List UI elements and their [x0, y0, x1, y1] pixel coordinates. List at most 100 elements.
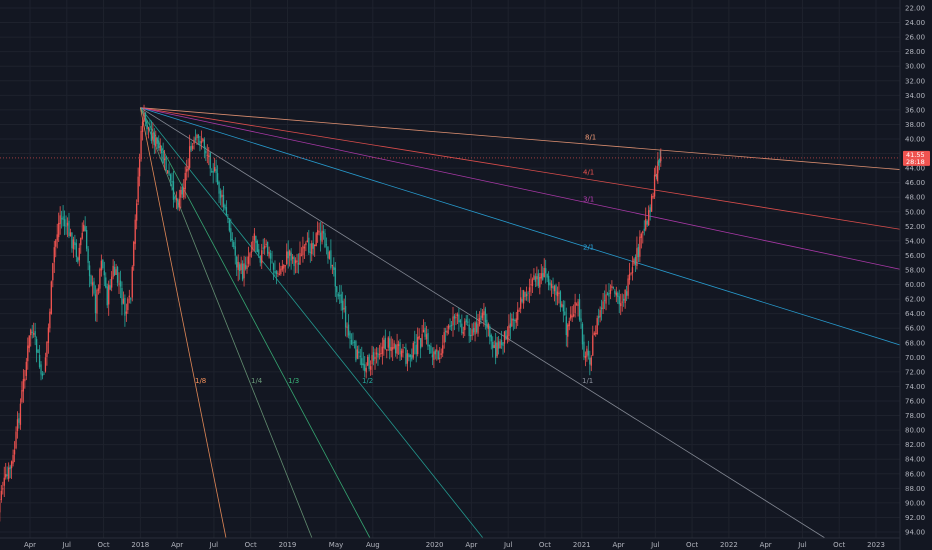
candle-body	[599, 310, 601, 318]
candle-body	[649, 207, 651, 213]
candle-body	[158, 141, 160, 148]
candle-body	[34, 331, 36, 337]
y-tick-label: 90.00	[905, 499, 925, 507]
candle-body	[149, 128, 151, 130]
candle-body	[387, 337, 389, 348]
candle-body	[577, 301, 579, 307]
candle-body	[386, 349, 388, 351]
candle-body	[74, 241, 76, 246]
candle-body	[9, 466, 11, 470]
candle-body	[624, 289, 626, 304]
candle-body	[265, 243, 267, 245]
candle-body	[93, 281, 95, 294]
candle-body	[52, 263, 54, 281]
candle-body	[280, 268, 282, 275]
candle-body	[180, 189, 182, 198]
gann-fan-line[interactable]	[139, 107, 371, 539]
price-axis[interactable]: 22.00 24.00 26.00 28.00 30.00 32.00 34.00 36.00…	[899, 0, 932, 550]
candle-body	[340, 294, 342, 304]
candle-body	[91, 282, 94, 286]
candle-body	[405, 347, 407, 365]
candle-body	[472, 327, 475, 333]
candle-body	[293, 257, 295, 267]
candle-body	[37, 349, 39, 353]
candle-body	[253, 233, 256, 241]
candle-body	[311, 243, 313, 255]
candle-body	[421, 334, 423, 347]
gann-fan-line[interactable]	[140, 107, 826, 539]
y-tick-label: 66.00	[905, 325, 925, 333]
candle-body	[88, 265, 91, 277]
gann-fan-line[interactable]	[139, 107, 313, 539]
candle-body	[47, 327, 50, 343]
candle-body	[240, 263, 242, 271]
candle-body	[418, 335, 420, 339]
candle-body	[271, 261, 273, 263]
candle-body	[660, 156, 662, 162]
candle-body	[99, 269, 101, 289]
candle-body	[480, 315, 482, 320]
gann-fan-label: 1/2	[362, 377, 373, 385]
candle-body	[194, 137, 197, 141]
candle-body	[219, 190, 222, 199]
gann-fan-line[interactable]	[139, 107, 227, 539]
candle-body	[558, 292, 560, 295]
candle-body	[447, 325, 450, 329]
candle-body	[84, 226, 86, 232]
candle-body	[161, 148, 163, 154]
candle-body	[490, 334, 492, 342]
gann-fan-line[interactable]	[140, 107, 901, 270]
candle-body	[63, 219, 66, 227]
candle-body	[465, 319, 467, 323]
candle-body	[595, 333, 597, 335]
gann-fan-line[interactable]	[140, 107, 901, 346]
candle-body	[359, 355, 361, 357]
candle-body	[633, 259, 635, 265]
candle-body	[193, 139, 195, 144]
candle-body	[68, 220, 70, 237]
candle-body	[439, 357, 441, 359]
candle-body	[436, 349, 438, 352]
gann-fan[interactable]: 8/1 4/1 3/1 2/1 1/1 1/2 1/3 1/4 1/8	[139, 107, 901, 539]
gann-fan-label: 4/1	[583, 169, 594, 177]
candle-body	[547, 275, 550, 286]
y-tick-label: 62.00	[905, 296, 925, 304]
gann-fan-line[interactable]	[140, 107, 484, 539]
candle-body	[191, 145, 194, 149]
y-tick-label: 44.00	[905, 165, 925, 173]
time-axis[interactable]: Apr Jul Oct 2018 Apr Jul Oct 2019 May Aug 2020 Apr J…	[0, 537, 900, 549]
candle-body	[165, 155, 167, 171]
current-price-label: 41.55	[906, 151, 925, 159]
candle-body	[411, 355, 413, 360]
candle-body	[645, 218, 647, 230]
candle-body	[315, 233, 317, 247]
candle-body	[531, 279, 534, 286]
candle-body	[617, 292, 619, 297]
candle-body	[414, 341, 416, 344]
candle-body	[206, 154, 208, 156]
candle-body	[390, 347, 392, 351]
y-tick-label: 64.00	[905, 310, 925, 318]
candle-body	[50, 281, 52, 314]
y-tick-label: 36.00	[905, 106, 925, 114]
candle-body	[381, 346, 384, 354]
candle-body	[169, 174, 172, 181]
candle-body	[450, 325, 453, 327]
candle-body	[442, 345, 444, 354]
candle-body	[522, 290, 525, 304]
gann-fan-line[interactable]	[140, 107, 901, 230]
x-tick-label: 2023	[867, 541, 885, 549]
candle-body	[300, 254, 303, 256]
candle-body	[60, 218, 63, 220]
candle-body	[342, 300, 344, 311]
candle-body	[102, 259, 104, 269]
candle-body	[141, 121, 144, 133]
candle-body	[556, 291, 559, 297]
x-tick-label: 2022	[720, 541, 738, 549]
gann-fan-line[interactable]	[140, 107, 901, 170]
candle-body	[274, 271, 276, 273]
candle-body	[227, 218, 229, 220]
